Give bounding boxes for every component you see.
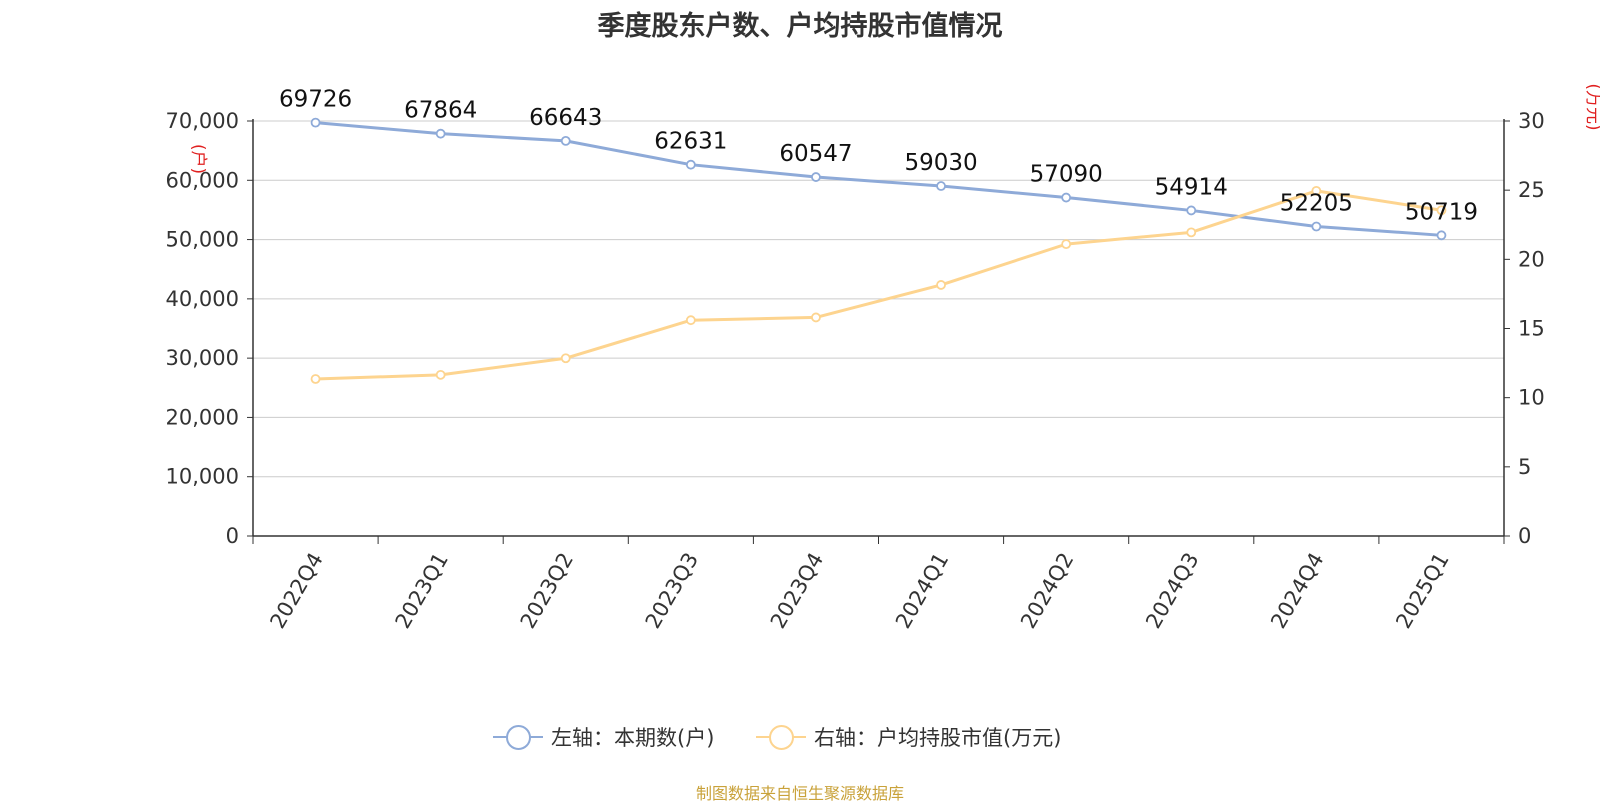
data-point-right: [1311, 185, 1322, 196]
data-point-right: [1186, 227, 1197, 238]
y-left-tick-label: 30,000: [166, 346, 239, 370]
data-point-left: [560, 136, 571, 146]
y-right-tick-label: 0: [1518, 524, 1531, 548]
x-tick-label: 2024Q2: [1016, 549, 1078, 633]
data-label: 69726: [279, 87, 352, 113]
data-point-left: [1311, 221, 1322, 232]
data-point-left: [936, 181, 946, 191]
x-tick-label: 2024Q1: [891, 549, 953, 633]
data-point-left: [1436, 230, 1447, 241]
y-left-tick-label: 50,000: [166, 228, 239, 252]
data-label: 60547: [779, 141, 852, 167]
data-point-left: [685, 159, 696, 170]
x-tick-label: 2023Q4: [766, 549, 828, 633]
legend-marker-right: [756, 724, 806, 750]
legend-label-right: 右轴：户均持股市值(万元): [814, 726, 1062, 750]
data-point-right: [685, 315, 696, 326]
data-label: 52205: [1280, 190, 1353, 216]
y-right-tick-label: 25: [1518, 178, 1545, 202]
y-right-tick-label: 30: [1518, 109, 1545, 133]
x-tick-label: 2024Q3: [1141, 549, 1203, 633]
y-right-tick-label: 5: [1518, 455, 1531, 479]
data-point-right: [435, 369, 446, 380]
data-label: 57090: [1030, 162, 1103, 188]
series-line-right: [315, 189, 1442, 381]
x-tick-label: 2025Q1: [1391, 549, 1453, 633]
data-point-right: [310, 374, 321, 384]
data-label: 50719: [1405, 199, 1478, 225]
y-right-tick-label: 20: [1518, 247, 1545, 271]
data-point-left: [1186, 205, 1197, 216]
data-label: 66643: [529, 105, 602, 131]
x-tick-label: 2024Q4: [1266, 549, 1328, 633]
y-right-unit-label: (万元): [1583, 83, 1600, 130]
data-point-right: [811, 312, 821, 323]
data-point-right: [560, 353, 571, 364]
y-left-tick-label: 60,000: [166, 168, 239, 192]
series-line-left: [315, 121, 1442, 237]
data-label: 54914: [1155, 174, 1228, 200]
y-left-tick-label: 20,000: [166, 405, 239, 429]
x-tick-label: 2023Q3: [641, 549, 703, 633]
y-left-unit-label: (户): [188, 144, 208, 174]
y-right-tick-label: 10: [1518, 386, 1545, 410]
data-point-right: [1436, 205, 1447, 216]
x-tick-label: 2022Q4: [265, 549, 327, 633]
x-tick-label: 2023Q2: [516, 549, 578, 633]
y-left-tick-label: 70,000: [166, 109, 239, 133]
data-point-right: [1061, 239, 1072, 250]
legend-marker-left: [493, 724, 543, 750]
data-point-left: [811, 172, 821, 182]
data-point-left: [310, 117, 321, 128]
data-point-left: [1061, 192, 1072, 203]
legend-item-right[interactable]: 右轴：户均持股市值(万元): [756, 722, 1061, 752]
data-label: 67864: [404, 98, 477, 124]
data-label: 59030: [904, 150, 977, 176]
data-point-right: [936, 280, 946, 290]
data-label: 62631: [654, 129, 727, 155]
y-left-tick-label: 10,000: [166, 465, 239, 489]
y-right-tick-label: 15: [1518, 317, 1545, 341]
y-left-tick-label: 40,000: [166, 287, 239, 311]
data-point-left: [435, 128, 446, 139]
chart-title: 季度股东户数、户均持股市值情况: [597, 11, 1003, 42]
y-left-tick-label: 0: [226, 524, 239, 548]
legend-label-left: 左轴：本期数(户): [551, 726, 715, 750]
source-note: 制图数据来自恒生聚源数据库: [695, 784, 904, 803]
x-tick-label: 2023Q1: [391, 549, 453, 633]
legend-item-left[interactable]: 左轴：本期数(户): [493, 722, 714, 752]
